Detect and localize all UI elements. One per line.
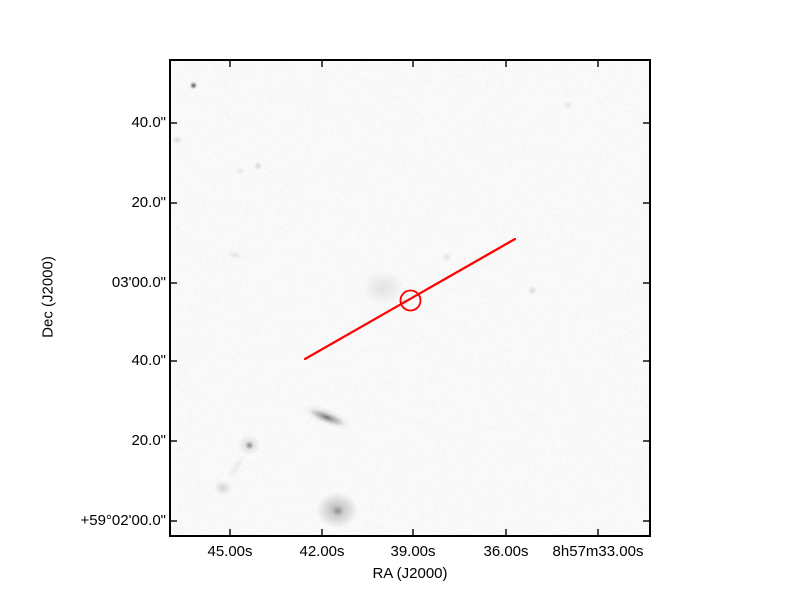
x-tick-label: 39.00s xyxy=(390,543,436,560)
fuzzy-galaxy-blob xyxy=(308,485,366,535)
star-blob xyxy=(186,78,200,92)
faint-source-blob xyxy=(252,160,264,172)
faint-source-blob xyxy=(525,283,539,297)
axis-ticks xyxy=(171,61,649,535)
compact-galaxy-blob xyxy=(241,437,257,453)
x-tick-label: 36.00s xyxy=(483,543,529,560)
faint-source-blob xyxy=(561,99,575,111)
y-tick-label: +59°02'00.0" xyxy=(80,512,166,529)
x-tick-label: 45.00s xyxy=(207,543,253,560)
y-axis-title: Dec (J2000) xyxy=(39,256,57,338)
faint-source-blob xyxy=(171,134,185,146)
x-tick-label: 42.00s xyxy=(299,543,345,560)
y-tick-label: 40.0" xyxy=(131,114,166,131)
target-circle-overlay xyxy=(399,289,422,312)
slit-line-overlay xyxy=(303,237,517,361)
x-axis-title: RA (J2000) xyxy=(372,565,448,582)
slit-overlay-svg xyxy=(171,61,649,535)
y-tick-label: 03'00.0" xyxy=(111,274,166,291)
x-tick-label: 8h57m33.00s xyxy=(552,543,644,560)
y-tick-label: 20.0" xyxy=(131,432,166,449)
diffuse-galaxy-blob xyxy=(210,477,236,499)
faint-source-blob xyxy=(440,250,454,264)
y-tick-label: 20.0" xyxy=(131,194,166,211)
galaxy-halo-blob xyxy=(353,263,413,313)
y-tick-label: 40.0" xyxy=(131,352,166,369)
galaxy-core-blob xyxy=(330,504,346,518)
sky-image xyxy=(171,61,649,535)
sky-image-frame xyxy=(169,59,651,537)
galaxy-halo-blob xyxy=(233,431,265,459)
